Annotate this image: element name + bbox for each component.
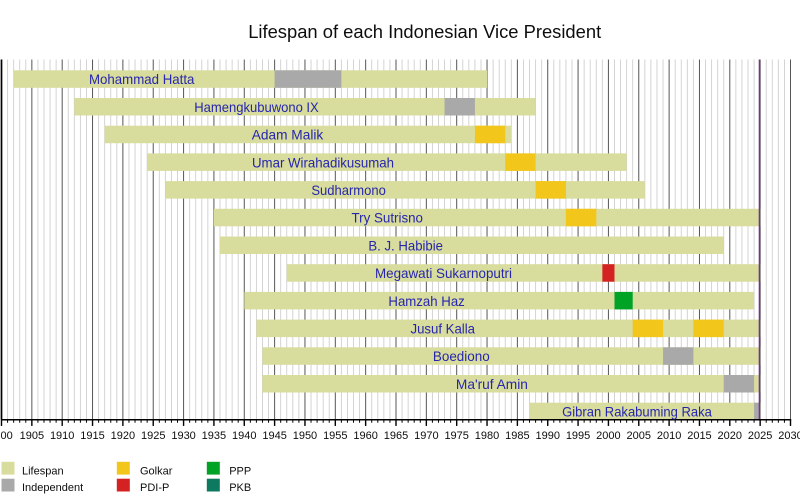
svg-text:1995: 1995 — [566, 430, 590, 442]
svg-text:PDI-P: PDI-P — [140, 482, 169, 494]
svg-text:PPP: PPP — [229, 465, 251, 477]
svg-text:1935: 1935 — [202, 430, 226, 442]
svg-text:1965: 1965 — [384, 430, 408, 442]
svg-text:1990: 1990 — [535, 430, 559, 442]
svg-text:1930: 1930 — [171, 430, 195, 442]
svg-text:1920: 1920 — [111, 430, 135, 442]
svg-text:Sudharmono: Sudharmono — [311, 182, 386, 198]
svg-text:1945: 1945 — [262, 430, 286, 442]
svg-text:Mohammad Hatta: Mohammad Hatta — [89, 71, 195, 87]
svg-text:2030: 2030 — [778, 430, 800, 442]
svg-text:Megawati Sukarnoputri: Megawati Sukarnoputri — [375, 265, 512, 281]
svg-text:2005: 2005 — [627, 430, 651, 442]
svg-text:Gibran Rakabuming Raka: Gibran Rakabuming Raka — [562, 404, 712, 420]
svg-text:Umar Wirahadikusumah: Umar Wirahadikusumah — [252, 154, 394, 170]
svg-text:1900: 1900 — [0, 430, 13, 442]
svg-text:Ma'ruf Amin: Ma'ruf Amin — [456, 376, 528, 392]
svg-text:2015: 2015 — [687, 430, 711, 442]
svg-text:1970: 1970 — [414, 430, 438, 442]
svg-text:1950: 1950 — [293, 430, 317, 442]
svg-text:1975: 1975 — [444, 430, 468, 442]
svg-text:1960: 1960 — [353, 430, 377, 442]
svg-text:PKB: PKB — [229, 482, 251, 494]
svg-text:Hamzah Haz: Hamzah Haz — [388, 293, 464, 309]
svg-text:Golkar: Golkar — [140, 465, 173, 477]
svg-text:2000: 2000 — [596, 430, 620, 442]
svg-text:1915: 1915 — [80, 430, 104, 442]
svg-text:B. J. Habibie: B. J. Habibie — [368, 237, 443, 253]
svg-text:1910: 1910 — [50, 430, 74, 442]
svg-text:2020: 2020 — [718, 430, 742, 442]
svg-text:1955: 1955 — [323, 430, 347, 442]
svg-text:1940: 1940 — [232, 430, 256, 442]
svg-text:Lifespan of each Indonesian Vi: Lifespan of each Indonesian Vice Preside… — [248, 21, 601, 42]
svg-text:Boediono: Boediono — [433, 348, 490, 364]
svg-text:Hamengkubuwono IX: Hamengkubuwono IX — [194, 99, 319, 115]
svg-text:1985: 1985 — [505, 430, 529, 442]
svg-text:1925: 1925 — [141, 430, 165, 442]
svg-text:2010: 2010 — [657, 430, 681, 442]
svg-text:Adam Malik: Adam Malik — [252, 127, 324, 143]
svg-text:Jusuf Kalla: Jusuf Kalla — [411, 321, 476, 337]
svg-text:Try Sutrisno: Try Sutrisno — [352, 210, 424, 226]
svg-text:Independent: Independent — [22, 482, 83, 494]
svg-text:1905: 1905 — [20, 430, 44, 442]
svg-text:Lifespan: Lifespan — [22, 465, 64, 477]
svg-text:1980: 1980 — [475, 430, 499, 442]
svg-text:2025: 2025 — [748, 430, 772, 442]
